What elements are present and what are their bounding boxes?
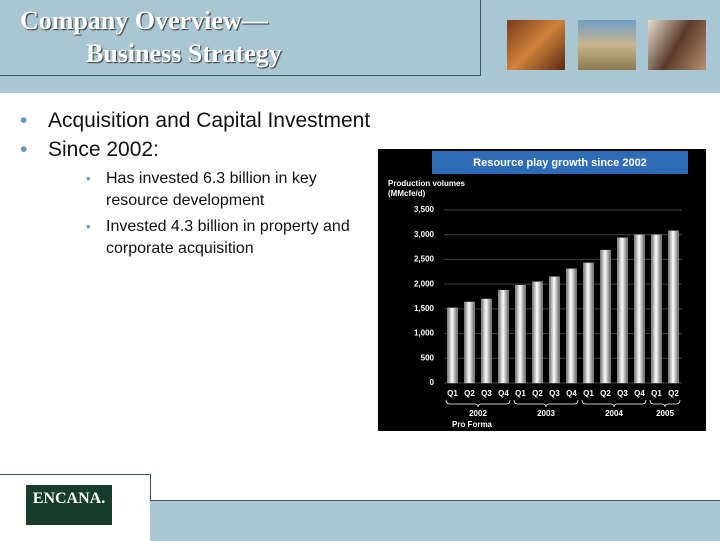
photo xyxy=(578,20,636,70)
sub-bullet: Has invested 6.3 billion in key resource… xyxy=(86,168,380,212)
x-tick-label: Q3 xyxy=(549,389,560,398)
bullet-list: Acquisition and Capital Investment Since… xyxy=(20,106,380,264)
y-tick-label: 0 xyxy=(430,378,435,387)
bar xyxy=(617,237,628,384)
bar xyxy=(634,234,645,384)
bar xyxy=(498,289,509,384)
y-tick-label: 2,000 xyxy=(414,279,435,288)
bar xyxy=(566,268,577,384)
x-tick-label: Q2 xyxy=(600,389,611,398)
photo xyxy=(507,20,565,70)
axis-title: Production volumes xyxy=(388,179,465,188)
chart-title: Resource play growth since 2002 xyxy=(473,157,647,169)
slide-title: Company Overview— Business Strategy xyxy=(20,4,282,70)
bar xyxy=(532,281,543,384)
title-line: Business Strategy xyxy=(86,39,282,68)
y-tick-label: 3,500 xyxy=(414,205,435,214)
logo-text: ENCANA. xyxy=(32,490,106,507)
chart: Resource play growth since 2002 Producti… xyxy=(378,149,706,431)
footer-band xyxy=(150,500,720,541)
bar xyxy=(600,249,611,384)
bar xyxy=(515,284,526,384)
group-brace xyxy=(649,399,681,408)
logo: ENCANA. xyxy=(26,485,112,525)
header-frame xyxy=(0,0,481,76)
bar xyxy=(447,307,458,384)
footer-frame xyxy=(0,474,151,501)
bullet: Since 2002: Has invested 6.3 billion in … xyxy=(20,135,380,260)
bar xyxy=(583,262,594,384)
group-brace xyxy=(581,399,647,408)
bullet-text: Since 2002: xyxy=(48,138,159,161)
group-brace xyxy=(513,399,579,408)
x-tick-label: Q4 xyxy=(634,389,645,398)
bar xyxy=(668,230,679,384)
axis-title: (MMcfe/d) xyxy=(388,189,426,198)
x-tick-label: Q1 xyxy=(447,389,458,398)
x-tick-label: Q2 xyxy=(668,389,679,398)
bar xyxy=(481,298,492,384)
x-tick-label: Q3 xyxy=(481,389,492,398)
x-tick-label: Q1 xyxy=(583,389,594,398)
x-tick-label: Q2 xyxy=(532,389,543,398)
y-tick-label: 2,500 xyxy=(414,255,435,264)
bullet: Acquisition and Capital Investment xyxy=(20,106,380,135)
bar xyxy=(464,301,475,384)
group-label: 2002 xyxy=(469,409,487,418)
x-tick-label: Q2 xyxy=(464,389,475,398)
group-label: 2004 xyxy=(605,409,623,418)
bar xyxy=(549,276,560,384)
x-tick-label: Q1 xyxy=(515,389,526,398)
x-tick-label: Q4 xyxy=(566,389,577,398)
sub-list: Has invested 6.3 billion in key resource… xyxy=(86,168,380,260)
y-tick-label: 500 xyxy=(421,353,435,362)
y-tick-label: 1,500 xyxy=(414,304,435,313)
sub-bullet: Invested 4.3 billion in property and cor… xyxy=(86,216,380,260)
group-label: 2005 xyxy=(656,409,674,418)
chart-title-bar xyxy=(432,151,688,174)
bar xyxy=(651,234,662,384)
group-brace xyxy=(445,399,511,408)
group-label: 2003 xyxy=(537,409,555,418)
y-tick-label: 1,000 xyxy=(414,329,435,338)
title-line: Company Overview— xyxy=(20,6,268,35)
x-tick-label: Q3 xyxy=(617,389,628,398)
x-tick-label: Q1 xyxy=(651,389,662,398)
y-tick-label: 3,000 xyxy=(414,230,435,239)
chart-note: Pro Forma xyxy=(452,420,493,429)
x-tick-label: Q4 xyxy=(498,389,509,398)
photo xyxy=(648,20,706,70)
